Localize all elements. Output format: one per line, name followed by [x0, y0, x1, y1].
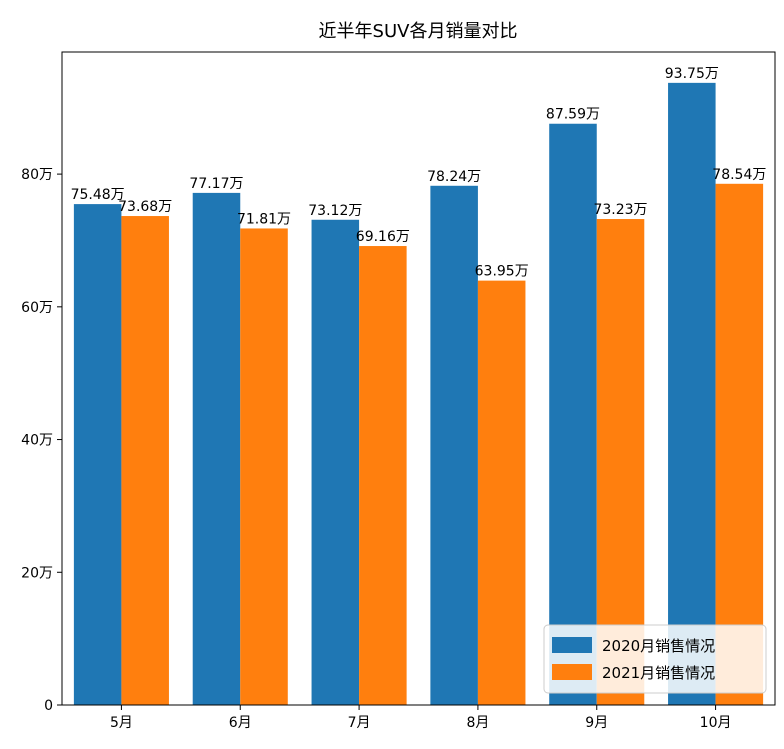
- value-label-s2-5: 73.23万: [593, 202, 647, 218]
- y-tick-label-2: 20万: [21, 565, 53, 581]
- legend-label-1: 2020月销售情况: [602, 637, 715, 655]
- x-tick-label-1: 5月: [110, 715, 133, 731]
- bar-s1-4: [430, 185, 478, 705]
- bar-s2-2: [240, 228, 288, 705]
- bar-s2-1: [121, 216, 169, 706]
- bar-s1-1: [73, 204, 122, 705]
- bar-s2-3: [359, 246, 407, 705]
- bar-s2-6: [715, 183, 764, 706]
- value-label-s2-4: 63.95万: [475, 264, 529, 280]
- chart-title: 近半年SUV各月销量对比: [319, 21, 518, 42]
- bar-s1-5: [549, 123, 597, 706]
- legend-label-2: 2021月销售情况: [602, 664, 715, 682]
- bar-s1-2: [192, 192, 241, 705]
- x-tick-label-6: 10月: [700, 715, 732, 731]
- legend-swatch-1: [552, 637, 592, 653]
- y-tick-label-3: 40万: [21, 433, 53, 449]
- value-label-s2-3: 69.16万: [356, 229, 410, 245]
- value-label-s1-5: 87.59万: [546, 107, 600, 123]
- value-label-s2-6: 78.54万: [712, 167, 766, 183]
- x-tick-label-2: 6月: [229, 715, 252, 731]
- bar-s2-4: [477, 280, 526, 705]
- bar-s1-3: [311, 219, 360, 705]
- x-tick-label-3: 7月: [348, 715, 371, 731]
- y-tick-label-5: 80万: [21, 167, 53, 183]
- axes-frame: [61, 51, 776, 706]
- value-label-s2-1: 73.68万: [118, 199, 172, 215]
- legend-box: [543, 624, 767, 694]
- y-tick-label-4: 60万: [21, 300, 53, 316]
- x-tick-label-4: 8月: [466, 715, 489, 731]
- value-label-s1-4: 78.24万: [427, 169, 481, 185]
- plot-area: 75.48万 77.17万 73.12万 78.24万 87.59万 93.75万 73.6…: [21, 51, 776, 731]
- bar-s1-6: [668, 82, 716, 706]
- value-label-s1-2: 77.17万: [189, 176, 243, 192]
- value-label-s2-2: 71.81万: [237, 211, 291, 227]
- y-tick-label-1: 0: [44, 698, 53, 714]
- value-label-s1-3: 73.12万: [308, 203, 362, 219]
- legend-swatch-2: [552, 664, 592, 680]
- x-tick-label-5: 9月: [585, 715, 608, 731]
- legend: 2020月销售情况 2021月销售情况: [543, 624, 767, 694]
- value-label-s1-6: 93.75万: [665, 66, 719, 82]
- value-label-s1-1: 75.48万: [71, 187, 125, 203]
- bar-s2-5: [596, 219, 645, 705]
